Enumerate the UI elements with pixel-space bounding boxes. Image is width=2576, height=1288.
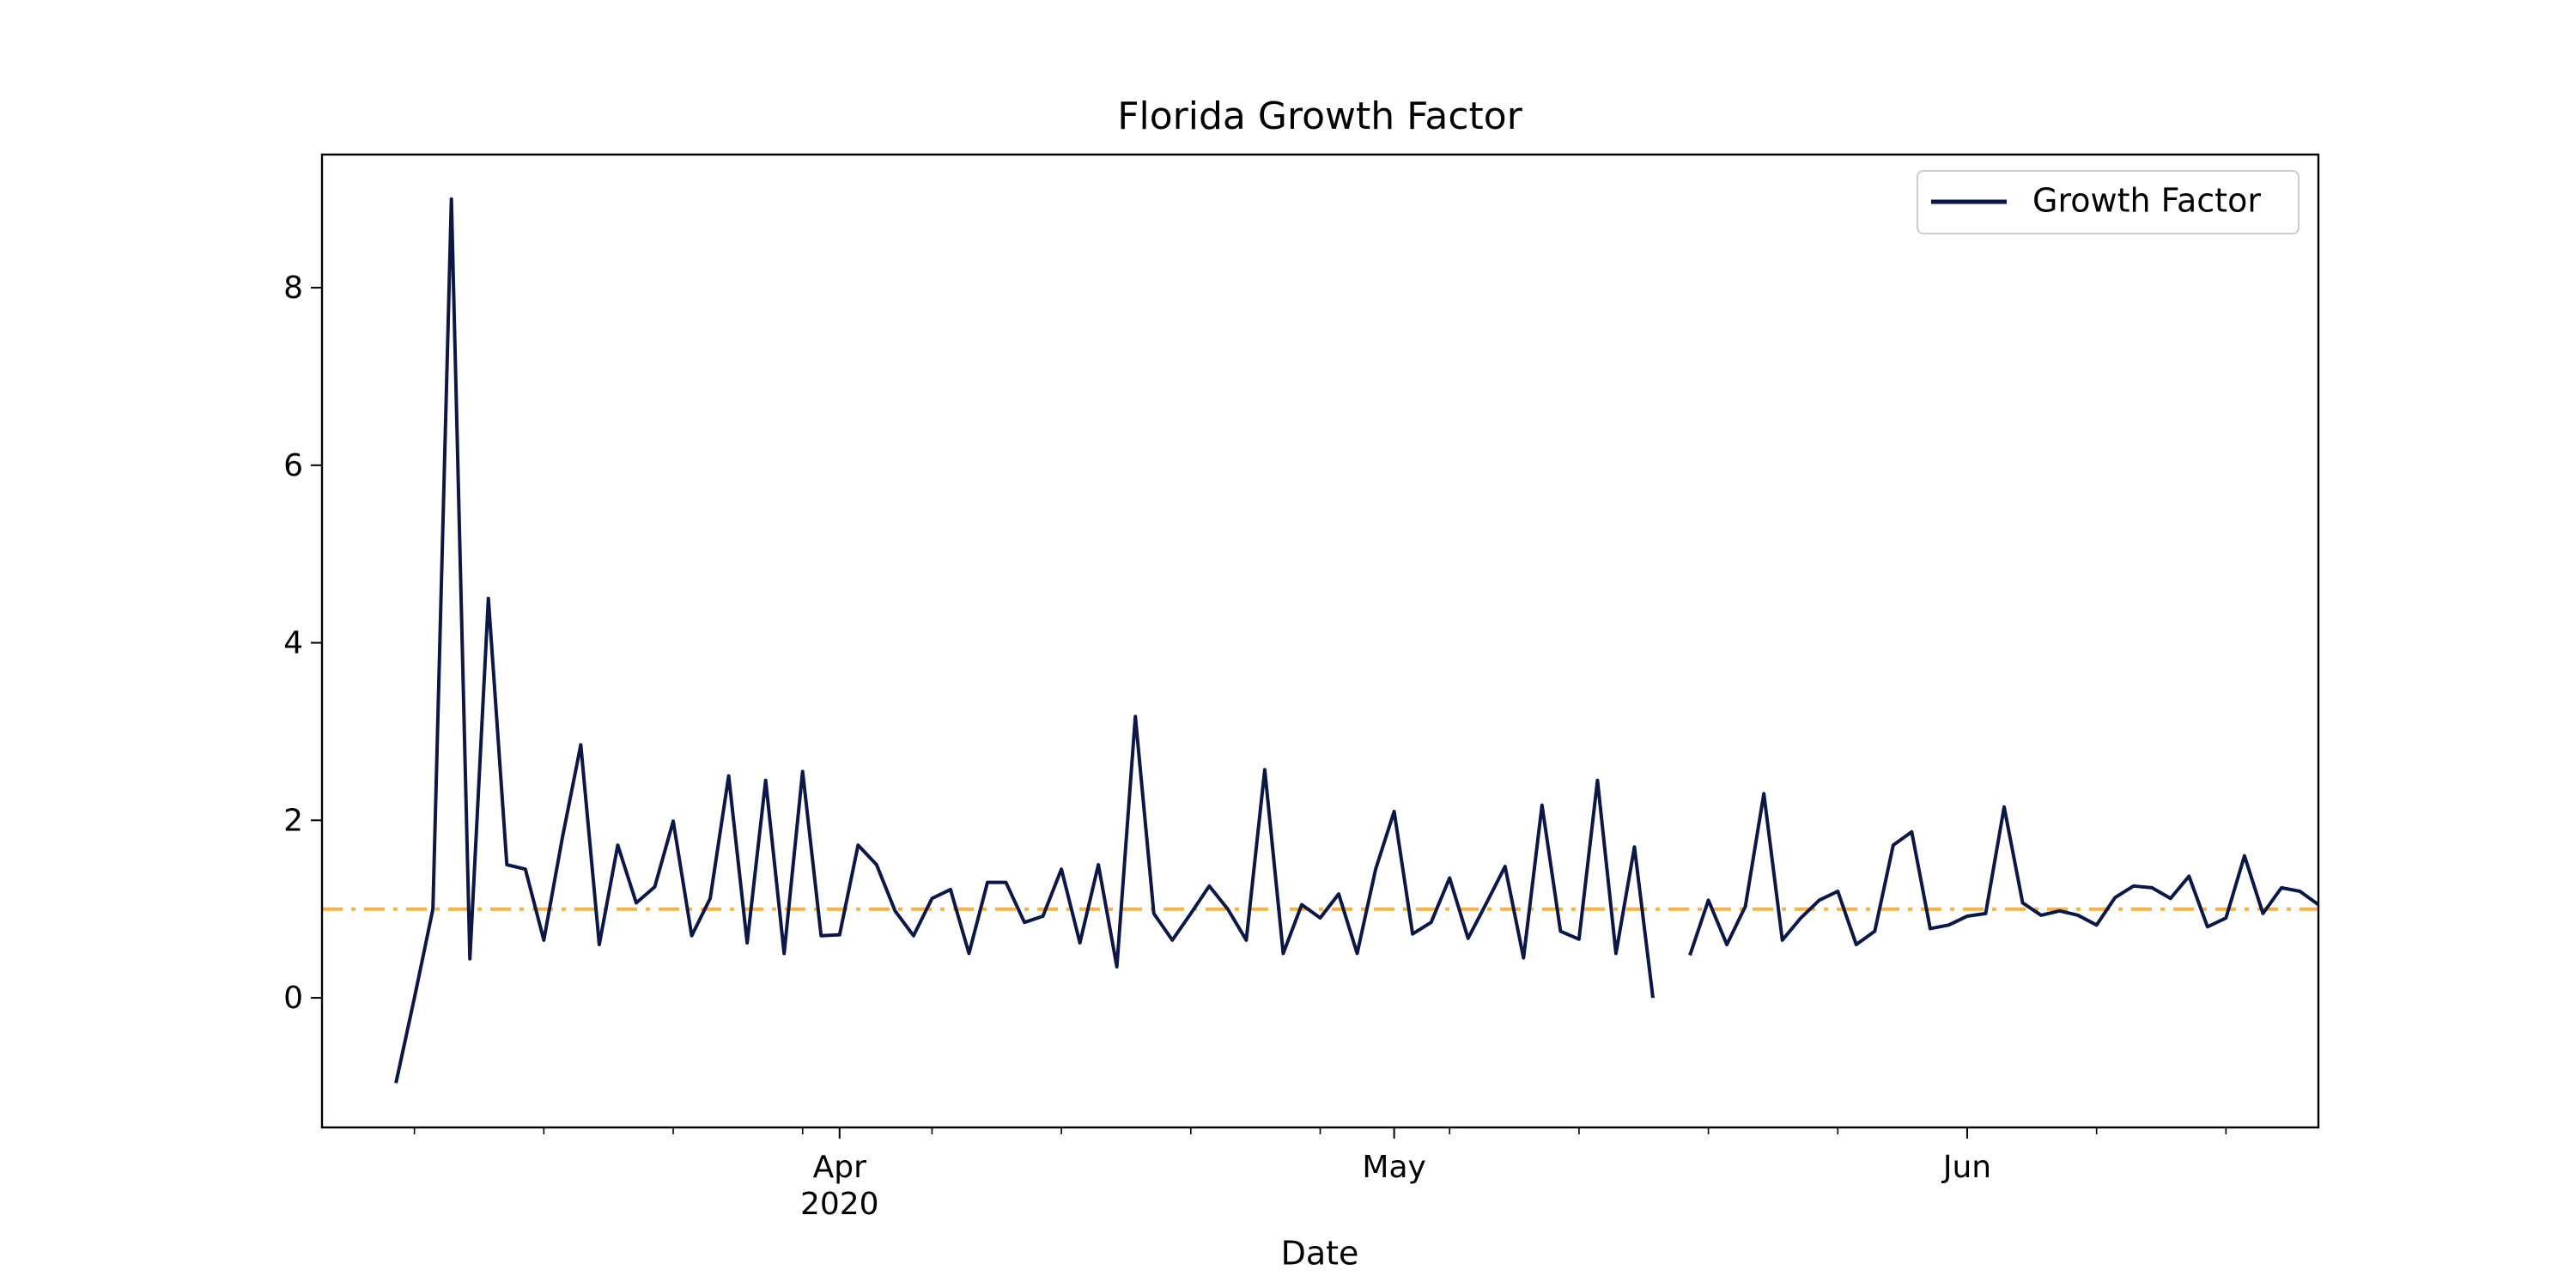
- x-tick-label: Apr: [813, 1150, 866, 1185]
- x-tick-label: Jun: [1941, 1150, 1991, 1185]
- chart-title: Florida Growth Factor: [1117, 94, 1522, 138]
- legend-label: Growth Factor: [2032, 182, 2261, 220]
- x-tick-label: May: [1362, 1150, 1425, 1185]
- x-axis-label: Date: [1281, 1235, 1359, 1273]
- y-tick-label: 8: [283, 270, 303, 306]
- y-tick-label: 2: [283, 803, 303, 838]
- data-line: [394, 197, 2318, 1084]
- y-tick-label: 4: [283, 626, 303, 661]
- x-tick-sublabel: 2020: [800, 1187, 879, 1222]
- y-tick-label: 0: [283, 981, 303, 1016]
- y-tick-label: 6: [283, 448, 303, 483]
- legend-box: [1917, 170, 2300, 234]
- plot-frame: [320, 153, 2320, 1129]
